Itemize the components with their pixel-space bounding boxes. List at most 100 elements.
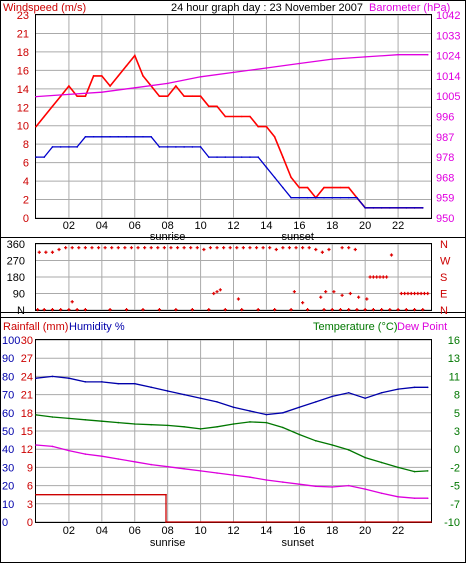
wind-data-point bbox=[290, 176, 292, 179]
hour-tick-label: 06 bbox=[129, 525, 141, 537]
direction-point bbox=[248, 246, 252, 250]
windspeed-tick: 12 bbox=[17, 102, 29, 114]
direction-degree-tick: 90 bbox=[13, 289, 25, 301]
dew-data-point bbox=[232, 474, 235, 476]
gust-data-point bbox=[51, 146, 54, 148]
temperature-tick: -2 bbox=[450, 462, 460, 474]
wind-data-point bbox=[339, 186, 342, 189]
dew-data-point bbox=[101, 455, 103, 458]
gust-data-point bbox=[166, 146, 169, 148]
humidity-tick: 80 bbox=[2, 371, 14, 383]
direction-point bbox=[375, 275, 379, 279]
wind-data-point bbox=[183, 95, 185, 97]
gust-data-point bbox=[216, 156, 218, 158]
hour-tick-label: 04 bbox=[96, 525, 108, 537]
direction-point bbox=[218, 288, 222, 292]
direction-point bbox=[305, 308, 310, 312]
dew-data-point bbox=[84, 453, 87, 455]
hour-tick-label: 10 bbox=[194, 525, 206, 537]
hour-tick-label: 22 bbox=[392, 220, 404, 232]
direction-point bbox=[403, 291, 407, 296]
gust-data-point bbox=[339, 196, 342, 199]
gust-data-point bbox=[125, 136, 128, 138]
direction-point bbox=[294, 246, 298, 250]
direction-point bbox=[356, 295, 361, 299]
temp-data-point bbox=[216, 426, 218, 428]
direction-point bbox=[419, 291, 423, 296]
humidity-data-point bbox=[314, 401, 317, 403]
direction-point bbox=[363, 308, 367, 312]
direction-point bbox=[307, 246, 311, 250]
gust-data-point bbox=[331, 196, 334, 199]
wind-data-point bbox=[208, 105, 210, 108]
dew-data-point bbox=[347, 484, 350, 487]
dew-data-point bbox=[413, 497, 416, 500]
direction-point bbox=[409, 291, 413, 296]
rainfall-tick: 30 bbox=[21, 335, 33, 347]
direction-point bbox=[42, 308, 46, 312]
gust-data-point bbox=[405, 207, 408, 209]
direction-point bbox=[44, 250, 48, 254]
wind-data-point bbox=[265, 125, 268, 128]
baro-data-point bbox=[298, 62, 301, 65]
rainfall-tick: 24 bbox=[21, 371, 33, 383]
hour-tick-label: 12 bbox=[227, 525, 239, 537]
humidity-tick: 10 bbox=[2, 499, 14, 511]
baro-data-point bbox=[426, 53, 429, 56]
temperature-tick: 5 bbox=[454, 408, 460, 420]
baro-data-point bbox=[35, 95, 37, 98]
direction-point bbox=[406, 291, 410, 296]
windspeed-tick: 16 bbox=[17, 65, 29, 77]
direction-point bbox=[240, 308, 244, 312]
gust-data-point bbox=[314, 196, 317, 199]
dew-data-point bbox=[216, 472, 218, 474]
gust-data-point bbox=[76, 146, 78, 148]
direction-point bbox=[396, 308, 400, 312]
wind-data-point bbox=[166, 95, 169, 97]
direction-point bbox=[348, 291, 352, 296]
gust-data-point bbox=[199, 146, 202, 148]
direction-point bbox=[236, 297, 241, 301]
dew-data-point bbox=[364, 488, 366, 490]
wind-data-point bbox=[298, 186, 301, 189]
gust-data-point bbox=[84, 136, 87, 138]
dew-data-point bbox=[166, 465, 169, 468]
direction-point bbox=[338, 308, 343, 312]
wind-data-point bbox=[175, 85, 177, 87]
temperature-tick: 16 bbox=[448, 335, 460, 347]
gust-data-point bbox=[150, 136, 153, 138]
barometer-tick: 959 bbox=[436, 193, 454, 205]
barometer-tick: 1024 bbox=[436, 51, 460, 63]
direction-point bbox=[404, 308, 408, 312]
humidity-data-point bbox=[426, 386, 429, 389]
direction-point bbox=[388, 308, 392, 312]
direction-point bbox=[156, 246, 160, 250]
rainfall-axis-label: Rainfall (mm) bbox=[3, 321, 68, 333]
dew-data-point bbox=[331, 486, 334, 488]
wind-data-point bbox=[232, 115, 235, 118]
direction-point bbox=[399, 291, 403, 296]
humidity-tick: 0 bbox=[2, 517, 8, 529]
direction-point bbox=[59, 308, 63, 312]
gust-data-point bbox=[282, 186, 284, 189]
rainfall-tick: 9 bbox=[27, 462, 33, 474]
humidity-tick: 50 bbox=[2, 426, 14, 438]
windspeed-tick: 8 bbox=[23, 139, 29, 151]
windspeed-tick: 21 bbox=[17, 28, 29, 40]
direction-point bbox=[254, 246, 259, 250]
humidity-data-point bbox=[397, 388, 399, 390]
humidity-data-point bbox=[265, 413, 268, 416]
direction-point bbox=[83, 308, 87, 312]
wind-data-point bbox=[158, 95, 161, 97]
gust-data-point bbox=[133, 136, 136, 138]
humidity-data-point bbox=[413, 386, 416, 389]
gust-data-point bbox=[35, 156, 37, 158]
humidity-data-point bbox=[380, 391, 383, 394]
direction-point bbox=[37, 250, 41, 254]
direction-point bbox=[215, 290, 219, 294]
wind-data-point bbox=[133, 54, 136, 57]
wind-data-point bbox=[199, 95, 202, 97]
gust-data-point bbox=[389, 207, 391, 209]
hour-tick-label: 20 bbox=[359, 525, 371, 537]
direction-point bbox=[75, 308, 79, 312]
